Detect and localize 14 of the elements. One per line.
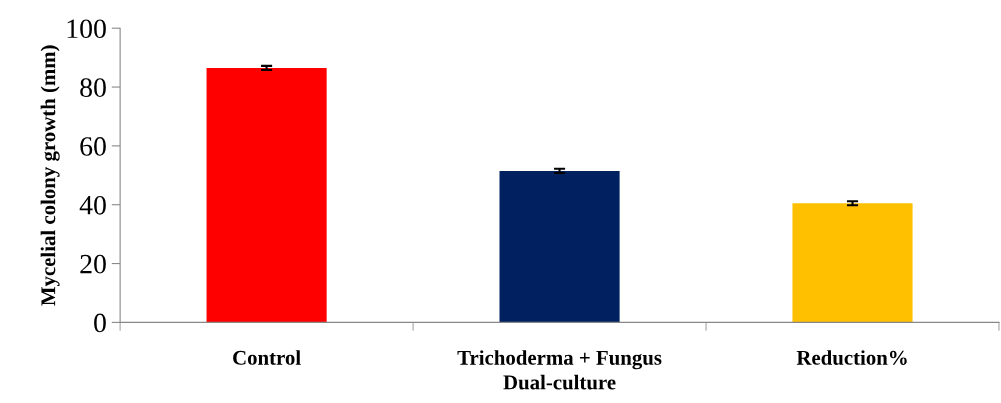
x-tick-label: Control: [233, 350, 301, 365]
bar: [206, 67, 327, 323]
y-tick-label: 40: [79, 195, 106, 215]
x-tick-label: Trichoderma + Fungus: [457, 350, 662, 370]
bar: [792, 203, 913, 323]
y-tick-label: 100: [67, 19, 106, 39]
y-axis-title: Mycelial colony growth (mm): [40, 45, 60, 306]
x-tick-label: Reduction%: [796, 350, 907, 365]
x-axis-title: Dual-culture: [503, 374, 616, 390]
bar: [499, 170, 620, 323]
y-tick-label: 0: [94, 313, 106, 333]
y-tick-label: 60: [80, 137, 106, 156]
y-tick-label: 80: [80, 78, 106, 97]
y-tick-label: 20: [80, 254, 106, 274]
